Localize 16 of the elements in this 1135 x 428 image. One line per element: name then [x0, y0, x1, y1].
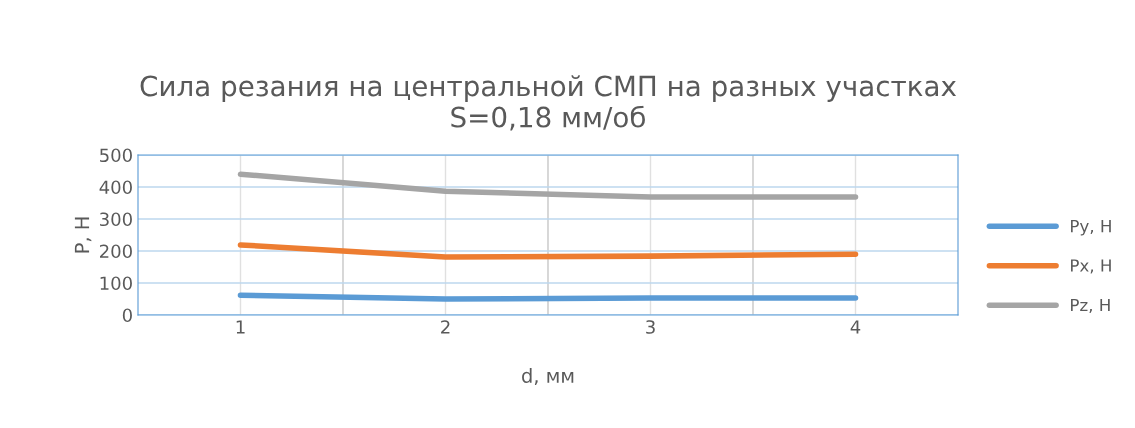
- legend-label: Pz, Н: [1071, 298, 1110, 313]
- y-tick-label: 200: [100, 244, 132, 259]
- y-tick-label: 500: [100, 148, 132, 163]
- x-tick-label: 1: [236, 320, 245, 334]
- chart-title: Сила резания на центральной СМП на разных участках S=0,18 мм/об: [140, 75, 957, 131]
- y-axis-title: P, Н: [74, 217, 92, 253]
- x-tick-label: 4: [850, 320, 861, 334]
- x-tick-label: 3: [646, 320, 655, 334]
- y-tick-label: 0: [122, 308, 132, 323]
- legend-label: Py, Н: [1071, 219, 1111, 236]
- x-axis-title: d, мм: [522, 367, 574, 385]
- y-tick-label: 300: [100, 212, 132, 227]
- y-tick-label: 100: [100, 276, 132, 291]
- x-tick-label: 2: [441, 320, 450, 334]
- y-tick-label: 400: [99, 180, 132, 195]
- legend-label: Px, Н: [1071, 259, 1111, 274]
